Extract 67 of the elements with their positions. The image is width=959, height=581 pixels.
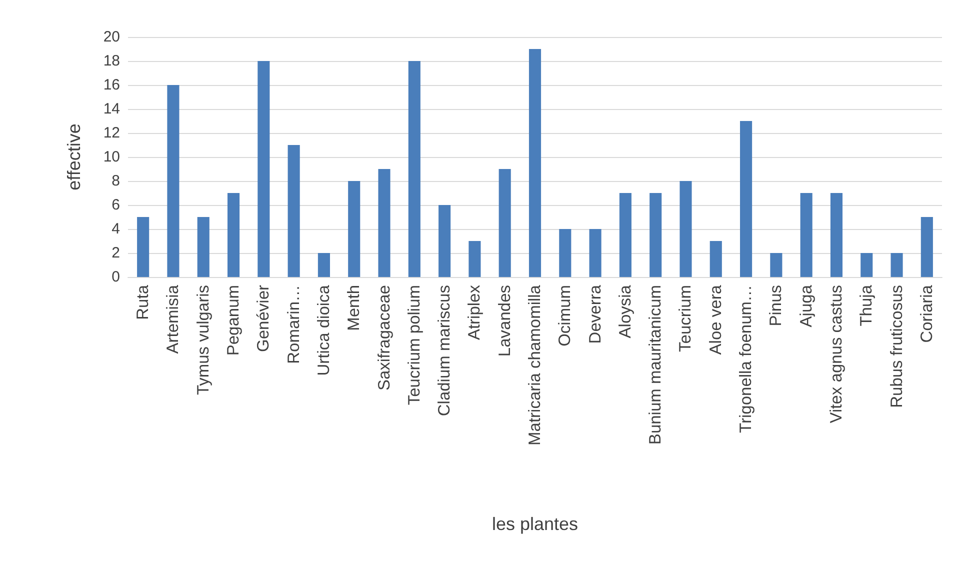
y-tick-label: 4	[112, 220, 120, 238]
x-tick-label: Aloe vera	[706, 284, 725, 355]
x-tick-label: Ocimum	[556, 285, 574, 346]
bar	[468, 241, 481, 277]
bar	[890, 253, 903, 277]
bar	[619, 193, 632, 277]
x-tick-label: Tymus vulgaris	[194, 285, 212, 396]
x-tick-label: Menth	[345, 285, 364, 331]
bar	[438, 205, 451, 277]
x-tick-label: Aloysia	[616, 284, 634, 338]
x-tick-label: Matricaria chamomilla	[526, 284, 544, 446]
y-tick-label: 20	[103, 28, 120, 46]
y-tick-label: 12	[103, 124, 120, 142]
bar	[167, 85, 180, 277]
bar	[800, 193, 812, 277]
x-tick-label: Thuja	[858, 284, 876, 326]
y-tick-label: 2	[112, 244, 120, 262]
bar	[528, 49, 542, 277]
x-tick-label: Deverra	[586, 284, 604, 344]
x-tick-label: Vitex agnus castus	[827, 285, 846, 424]
x-tick-label: Peganum	[224, 285, 243, 356]
x-tick-label: Rubus fruticosus	[888, 285, 906, 408]
y-tick-label: 6	[112, 196, 120, 214]
x-tick-label: Lavandes	[496, 285, 514, 357]
x-tick-label: Teucrium polium	[405, 285, 424, 406]
bar	[710, 241, 722, 277]
x-tick-label: Genévier	[254, 284, 273, 352]
y-tick-label: 8	[112, 172, 120, 190]
y-tick-label: 0	[112, 268, 120, 286]
y-tick-label: 18	[103, 52, 120, 70]
bar	[348, 181, 360, 277]
x-tick-label: Cladium mariscus	[436, 285, 454, 416]
bar	[408, 61, 420, 277]
y-tick-label: 16	[103, 76, 120, 94]
bar	[288, 145, 300, 277]
x-tick-label: Bunium mauritanicum	[646, 285, 665, 445]
bar	[770, 253, 782, 277]
bar	[227, 193, 240, 277]
bar	[920, 217, 933, 277]
x-tick-label: Pinus	[767, 285, 786, 326]
x-tick-label: Atriplex	[466, 284, 484, 340]
x-tick-label: Urtica dioica	[314, 284, 333, 376]
y-tick-label: 10	[103, 148, 120, 166]
bar	[650, 193, 662, 277]
x-tick-label: Ruta	[134, 284, 152, 320]
x-tick-label: Ajuga	[797, 284, 816, 328]
bar	[197, 217, 210, 277]
y-tick-label: 14	[103, 100, 120, 118]
bar	[830, 193, 843, 277]
bar	[258, 61, 270, 277]
bar	[589, 229, 602, 277]
bar	[498, 169, 511, 277]
bar	[378, 169, 390, 277]
x-tick-label: Artemisia	[164, 284, 182, 354]
bar	[740, 121, 752, 277]
bar	[318, 253, 330, 277]
bar	[137, 217, 150, 277]
x-tick-label: Saxifragaceae	[375, 285, 394, 390]
y-axis-title: effective	[64, 124, 84, 190]
bar	[860, 253, 873, 277]
x-tick-label: Romarin…	[284, 285, 303, 364]
bar	[559, 229, 572, 277]
x-tick-label: Teucrium	[676, 285, 695, 352]
x-tick-label: Coriaria	[918, 284, 936, 343]
x-axis-title: les plantes	[492, 514, 578, 534]
bar	[680, 181, 692, 277]
x-tick-label: Trigonella foenum…	[737, 285, 756, 433]
